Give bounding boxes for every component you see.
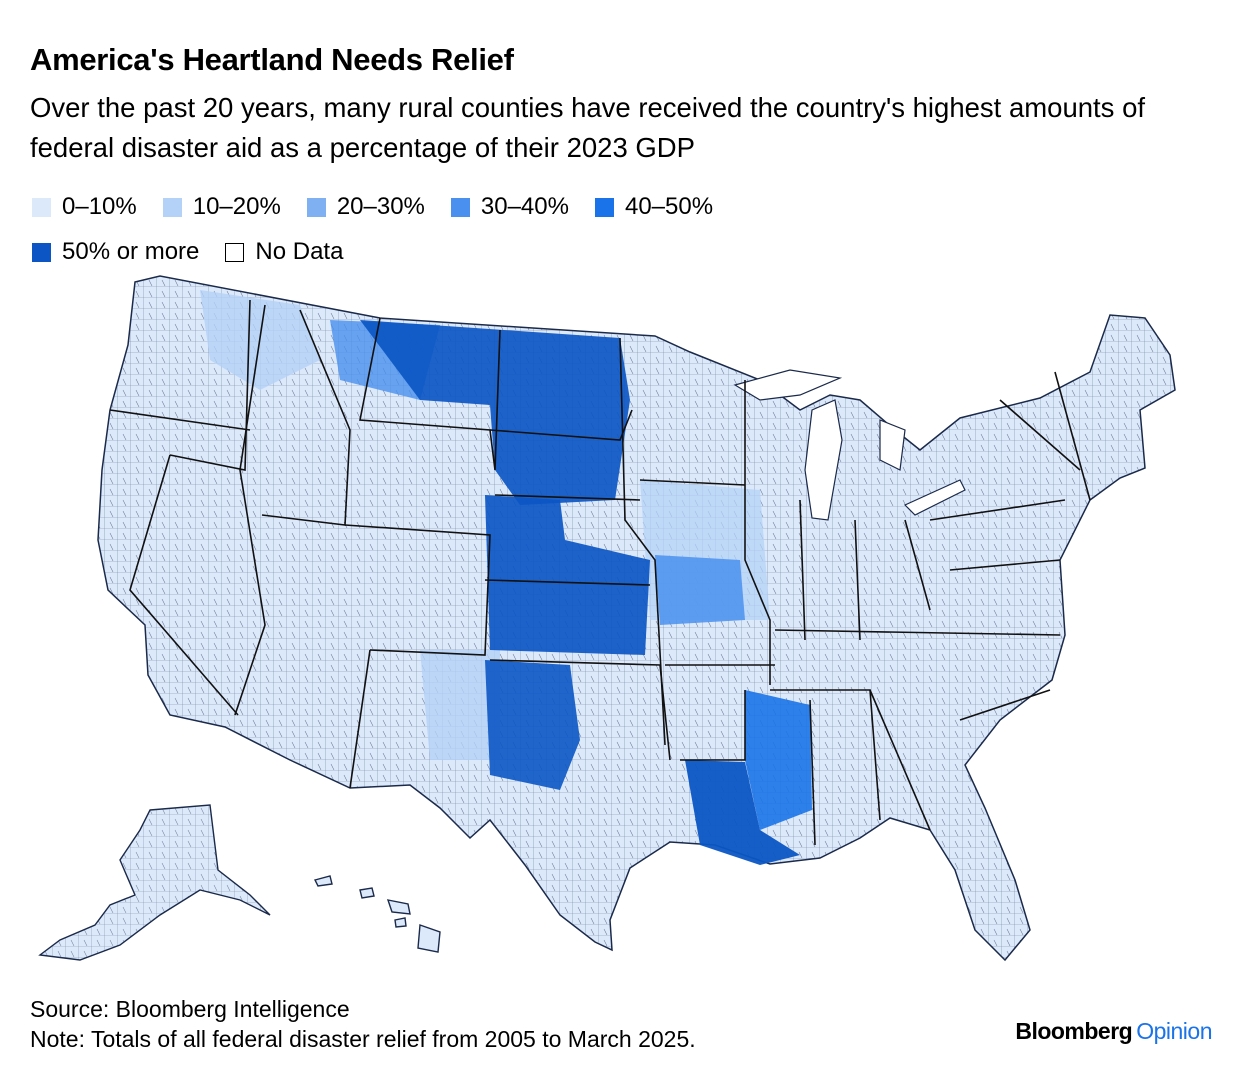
region-central-plains [485, 495, 650, 655]
legend-item-30-40: 30–40% [450, 193, 569, 221]
legend-item-no-data: No Data [225, 238, 343, 266]
legend-item-0-10: 0–10% [32, 193, 137, 221]
legend-item-40-50: 40–50% [594, 193, 714, 221]
legend-swatch [594, 197, 614, 217]
region-mississippi-corridor [745, 690, 812, 830]
chart-footer: Source: Bloomberg Intelligence Note: Tot… [30, 994, 696, 1054]
legend-item-50-plus: 50% or more [32, 238, 199, 266]
legend-item-20-30: 20–30% [306, 193, 425, 221]
chart-title: America's Heartland Needs Relief [30, 42, 514, 77]
legend-item-10-20: 10–20% [162, 193, 281, 221]
legend-label: 0–10% [62, 193, 137, 220]
legend-label: 20–30% [336, 193, 425, 220]
legend-row-1: 0–10% 10–20% 20–30% 30–40% 40–50% [32, 193, 739, 221]
legend-swatch [162, 197, 182, 217]
source-note: Source: Bloomberg Intelligence [30, 996, 350, 1022]
method-note: Note: Totals of all federal disaster rel… [30, 1026, 696, 1052]
legend-swatch [306, 197, 326, 217]
region-30-40-missouri-iowa [655, 555, 745, 625]
legend-label: 10–20% [192, 193, 281, 220]
lake-huron [879, 419, 906, 471]
legend-label: No Data [255, 238, 344, 265]
legend-swatch [225, 242, 245, 262]
lake-michigan [804, 399, 843, 521]
us-county-map [38, 275, 1176, 962]
legend-row-2: 50% or more No Data [32, 238, 369, 266]
brand-name: Bloomberg [1015, 1018, 1133, 1044]
region-10-20-south [420, 650, 500, 760]
region-lower-mississippi [685, 760, 800, 865]
legend-swatch [32, 242, 51, 262]
lake-superior [733, 369, 843, 401]
legend-label: 30–40% [480, 193, 569, 220]
chart-subtitle: Over the past 20 years, many rural count… [30, 92, 1145, 163]
legend-label: 40–50% [624, 193, 714, 220]
legend-swatch [450, 197, 470, 217]
legend-swatch [32, 197, 51, 217]
bloomberg-opinion-logo: Bloomberg Opinion [1015, 1018, 1212, 1045]
legend-label: 50% or more [62, 238, 200, 265]
lake-erie [903, 479, 966, 516]
state-borders [109, 299, 1091, 846]
region-southern-plains [485, 660, 580, 790]
region-northern-plains [360, 320, 630, 505]
hawaii [313, 875, 441, 953]
brand-product: Opinion [1136, 1018, 1212, 1044]
